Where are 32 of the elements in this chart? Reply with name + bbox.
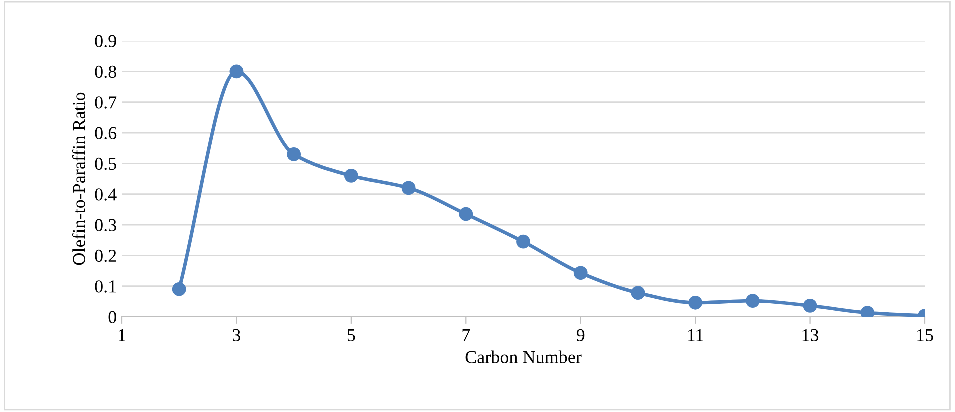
point (459, 207, 474, 222)
y-tick-label: 0 (108, 311, 116, 324)
y-tick-label: 0.3 (95, 219, 116, 232)
point (803, 299, 818, 313)
point (631, 286, 646, 300)
x-tick-label: 5 (348, 330, 356, 342)
x-tick-label: 15 (918, 329, 934, 342)
point (746, 294, 760, 308)
y-tick-label: 0.2 (95, 250, 116, 262)
point (230, 64, 244, 79)
y-tick-label: 0.9 (95, 35, 116, 48)
point (287, 148, 302, 162)
point (688, 296, 703, 310)
y-tick-label: 0.7 (95, 96, 117, 109)
point (574, 266, 588, 280)
point (172, 282, 186, 296)
x-tick-label: 3 (233, 329, 241, 342)
y-tick-label: 0.6 (95, 127, 117, 140)
x-tick-label: 11 (688, 329, 704, 342)
x-tick-label: 1 (119, 329, 126, 342)
y-tick-label: 0.4 (95, 188, 117, 201)
y-tick-label: 0.5 (95, 158, 116, 170)
x-tick-label: 9 (576, 329, 585, 342)
y-tick-label: 0.1 (95, 280, 116, 293)
point (402, 181, 416, 196)
y-tick-label: 0.8 (95, 66, 116, 78)
y-axis-title: Olefin-to-Paraffin Ratio (72, 92, 86, 266)
x-tick-label: 13 (802, 329, 819, 342)
point (344, 168, 358, 183)
x-tick-label: 7 (462, 330, 470, 342)
point (516, 234, 530, 249)
x-axis-title: Carbon Number (466, 350, 582, 364)
